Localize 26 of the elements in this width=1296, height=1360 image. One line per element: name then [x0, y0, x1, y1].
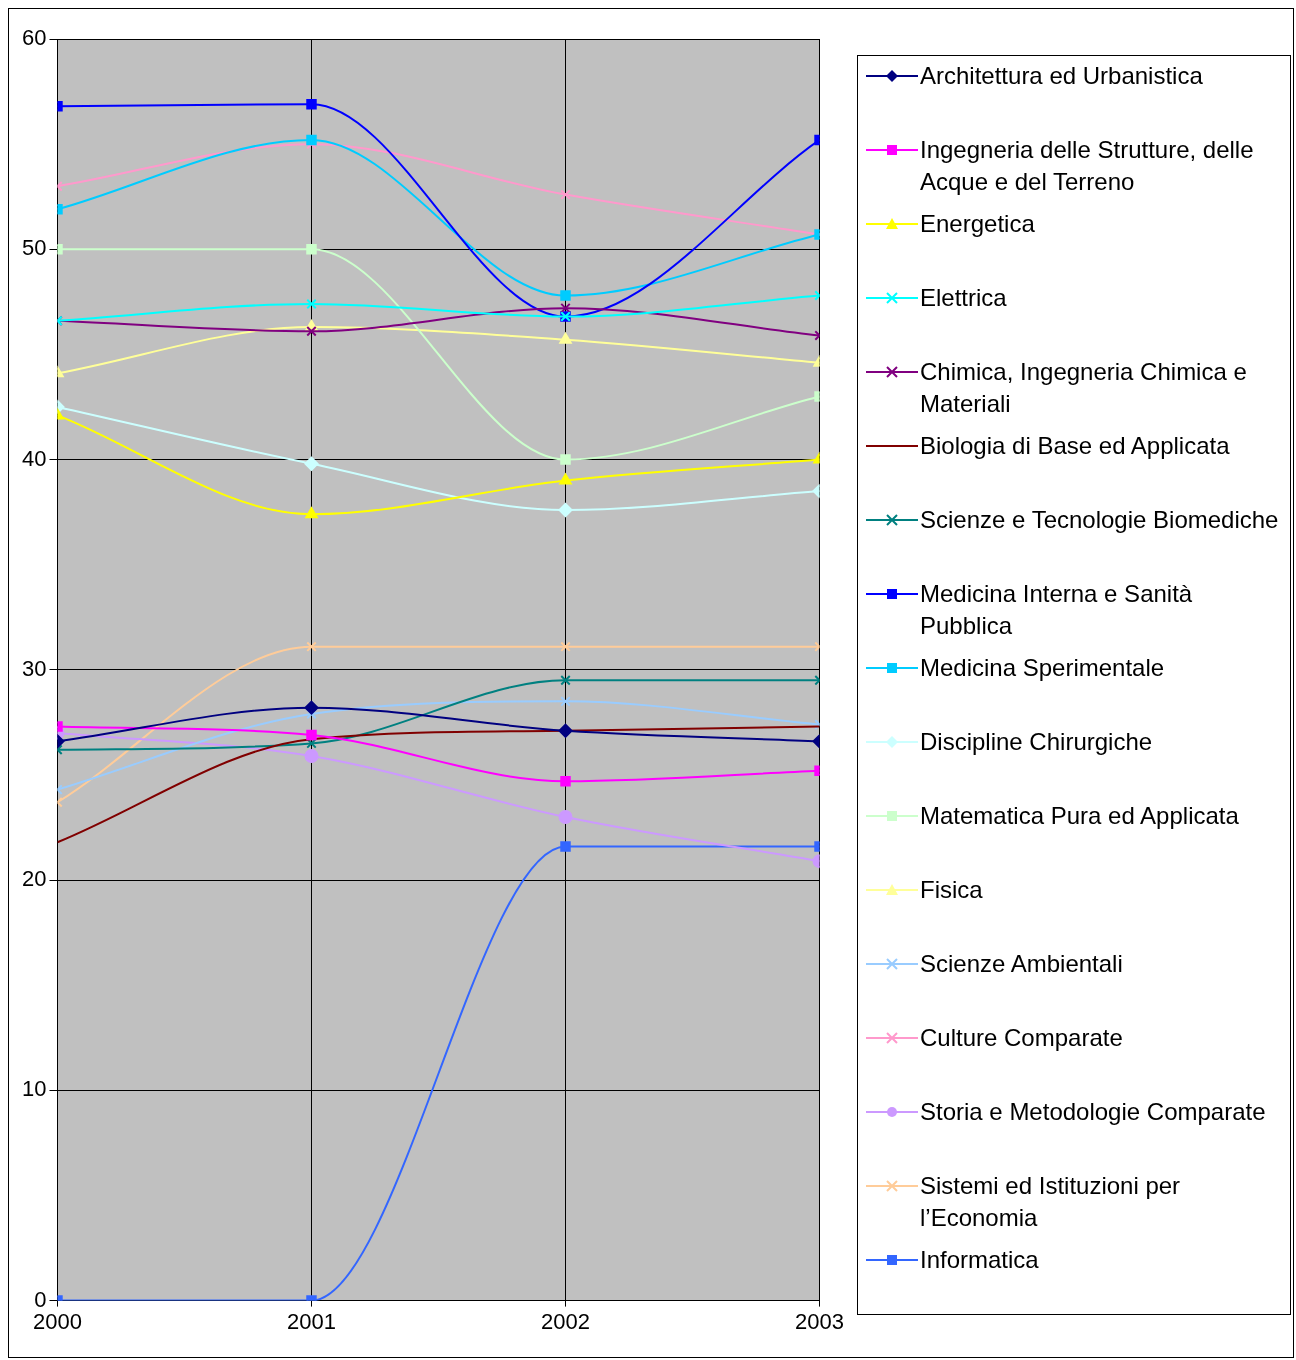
y-tick-label: 20: [21, 866, 47, 892]
legend-label: Medicina Interna e Sanità Pubblica: [920, 579, 1194, 641]
legend-label: Architettura ed Urbanistica: [920, 61, 1204, 91]
legend-label: Fisica: [920, 875, 984, 905]
legend-label: Culture Comparate: [920, 1023, 1124, 1053]
x-tick-label: 2003: [795, 1308, 845, 1334]
legend-label: Informatica: [920, 1245, 1040, 1275]
legend-label: Discipline Chirurgiche: [920, 727, 1154, 757]
legend-label: Scienze Ambientali: [920, 949, 1124, 979]
y-tick-label: 50: [21, 235, 47, 261]
y-tick-label: 30: [21, 655, 47, 681]
x-tick-label: 2001: [287, 1308, 336, 1334]
legend-label: Scienze e Tecnologie Biomediche: [920, 505, 1280, 535]
y-tick-label: 40: [21, 445, 47, 471]
y-tick-label: 60: [21, 25, 47, 51]
legend-label: Medicina Sperimentale: [920, 653, 1166, 683]
legend-label: Matematica Pura ed Applicata: [920, 801, 1240, 831]
legend-label: Ingegneria delle Strutture, delle Acque e del Terreno: [920, 135, 1255, 197]
y-tick-label: 10: [21, 1076, 47, 1102]
legend-label: Biologia di Base ed Applicata: [920, 431, 1231, 461]
legend-label: Sistemi ed Istituzioni per l’Economia: [920, 1171, 1182, 1233]
legend-label: Elettrica: [920, 283, 1008, 313]
legend-label: Storia e Metodologie Comparate: [920, 1097, 1267, 1127]
legend-label: Chimica, Ingegneria Chimica e Materiali: [920, 357, 1248, 419]
legend-label: Energetica: [920, 209, 1036, 239]
x-tick-label: 2002: [541, 1308, 590, 1334]
